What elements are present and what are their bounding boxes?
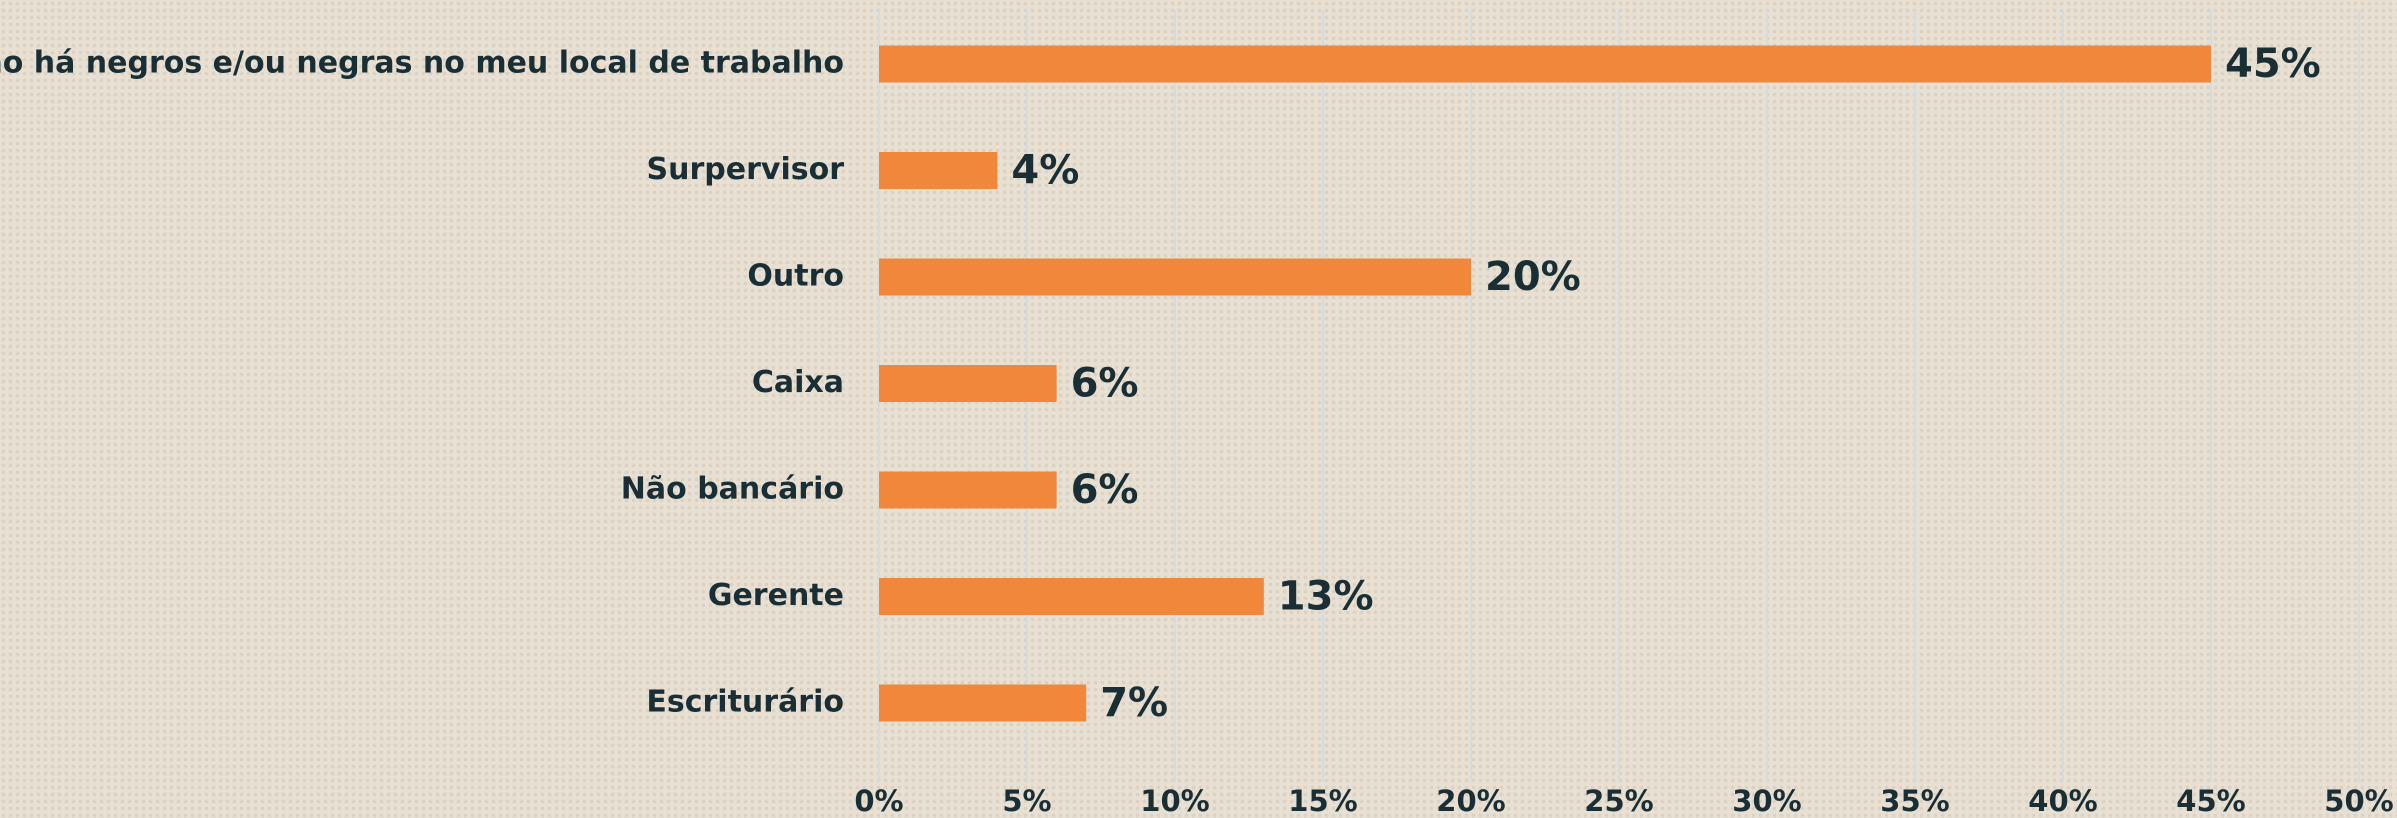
value-label: 6% [1071, 467, 1139, 513]
category-label: Não há negros e/ou negras no meu local d… [0, 46, 844, 81]
category-label: Outro [747, 259, 844, 294]
value-label: 6% [1071, 361, 1139, 407]
bar [879, 684, 1087, 722]
x-tick-label: 20% [1436, 784, 1505, 818]
bar [879, 365, 1057, 402]
bar [879, 578, 1264, 615]
value-label: 45% [2225, 41, 2321, 87]
x-tick-label: 10% [1140, 784, 1209, 818]
bar [879, 258, 1471, 296]
x-tick-label: 40% [2028, 784, 2097, 818]
x-tick-label: 5% [1002, 784, 1051, 818]
bar [879, 471, 1057, 509]
x-tick-label: 15% [1288, 784, 1357, 818]
x-tick-label: 25% [1584, 784, 1653, 818]
category-label: Surpervisor [647, 152, 845, 187]
x-tick-label: 0% [854, 784, 903, 818]
category-label: Caixa [752, 365, 844, 400]
value-label: 13% [1278, 574, 1374, 620]
value-label: 4% [1011, 148, 1079, 194]
x-tick-label: 35% [1880, 784, 1949, 818]
value-label: 7% [1100, 680, 1168, 726]
x-tick-label: 50% [2324, 784, 2393, 818]
bar [879, 152, 998, 189]
x-tick-label: 30% [1732, 784, 1801, 818]
category-label: Não bancário [621, 472, 844, 507]
value-label: 20% [1485, 254, 1581, 300]
category-label: Escriturário [646, 685, 844, 720]
bar [879, 45, 2211, 83]
x-tick-label: 45% [2176, 784, 2245, 818]
category-label: Gerente [708, 578, 844, 613]
